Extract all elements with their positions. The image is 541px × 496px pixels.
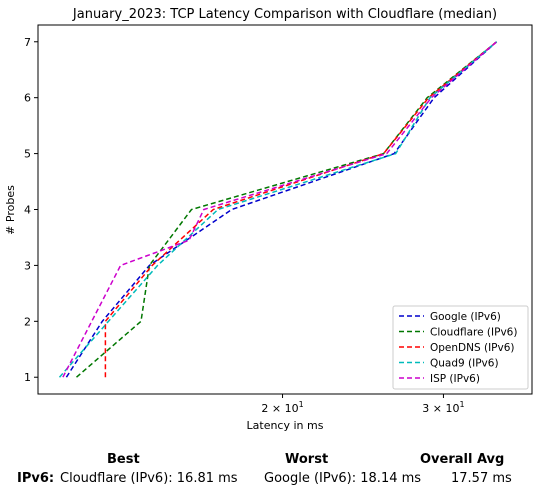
overall-avg-value: 17.57 ms (451, 471, 512, 486)
y-tick-label: 2 (24, 315, 31, 328)
y-tick-label: 6 (24, 92, 31, 105)
x-axis-label: Latency in ms (247, 419, 324, 432)
x-tick-label: 2 × 101 (261, 400, 303, 415)
x-tick-label: 3 × 101 (422, 400, 464, 415)
best-value: Cloudflare (IPv6): 16.81 ms (60, 471, 238, 486)
worst-value: Google (IPv6): 18.14 ms (264, 471, 422, 486)
legend-label: ISP (IPv6) (430, 373, 480, 385)
legend: Google (IPv6) Cloudflare (IPv6) OpenDNS (I… (392, 305, 529, 390)
series-lines (58, 41, 498, 378)
series-line (104, 41, 498, 378)
latency-chart: January_2023: TCP Latency Comparison wit… (4, 7, 533, 432)
series-line (62, 41, 498, 378)
legend-label: Google (IPv6) (430, 311, 501, 323)
series-line (58, 41, 498, 378)
y-tick-label: 5 (24, 148, 31, 161)
legend-label: Cloudflare (IPv6) (430, 327, 517, 339)
chart-title: January_2023: TCP Latency Comparison wit… (72, 7, 497, 22)
y-axis: 1 2 3 4 5 6 7 (24, 36, 38, 384)
series-line (65, 41, 498, 378)
overall-avg-header: Overall Avg (420, 452, 505, 467)
y-tick-label: 4 (24, 204, 31, 217)
x-axis: 2 × 101 3 × 101 (261, 394, 465, 415)
y-tick-label: 3 (24, 259, 31, 272)
y-axis-label: # Probes (4, 185, 17, 235)
y-tick-label: 1 (24, 371, 31, 384)
legend-box (392, 305, 529, 390)
row-label-ipv6: IPv6: (17, 471, 55, 486)
best-header: Best (107, 452, 140, 467)
worst-header: Worst (285, 452, 329, 467)
y-tick-label: 7 (24, 36, 31, 49)
series-line (76, 41, 498, 378)
legend-label: OpenDNS (IPv6) (430, 342, 515, 354)
legend-label: Quad9 (IPv6) (430, 358, 499, 370)
